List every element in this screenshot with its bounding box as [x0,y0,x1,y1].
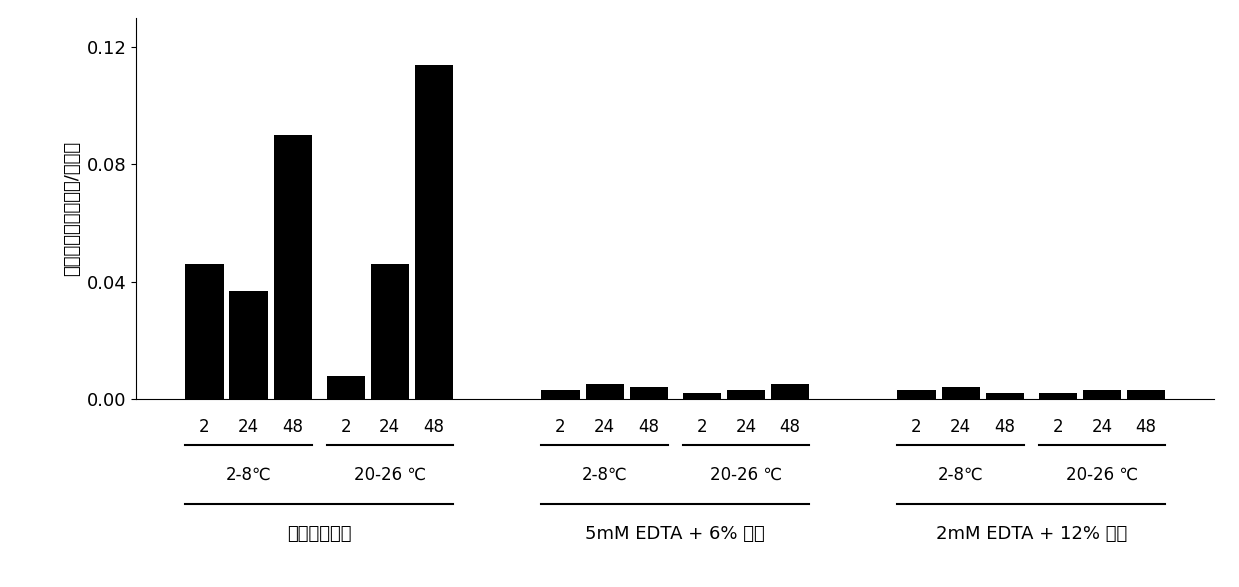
Text: 2: 2 [341,418,351,436]
Bar [683,393,721,399]
Bar [986,393,1023,399]
Bar [942,387,980,399]
Bar [327,376,364,399]
Text: 24: 24 [593,418,616,436]
Text: 2: 2 [1052,418,1063,436]
Text: 20-26 ℃: 20-26 ℃ [1066,466,1137,484]
Bar [1038,393,1077,399]
Bar [1083,390,1121,399]
Text: 24: 24 [735,418,757,436]
Bar [897,390,935,399]
Text: 48: 48 [995,418,1015,436]
Bar [586,384,623,399]
Text: 20-26 ℃: 20-26 ℃ [710,466,782,484]
Text: 2: 2 [911,418,922,436]
Bar [415,65,453,399]
Bar [771,384,809,399]
Text: 24: 24 [1092,418,1113,436]
Text: 2: 2 [199,418,209,436]
Bar [629,387,668,399]
Text: 48: 48 [638,418,659,436]
Bar [229,291,268,399]
Bar [1127,390,1165,399]
Text: 48: 48 [1136,418,1156,436]
Bar [541,390,580,399]
Text: 24: 24 [379,418,400,436]
Text: 2mM EDTA + 12% 甘油: 2mM EDTA + 12% 甘油 [935,525,1127,543]
Text: 2-8℃: 2-8℃ [938,466,984,484]
Text: 48: 48 [282,418,304,436]
Text: 48: 48 [424,418,445,436]
Y-axis label: 蛋白质分解酶（单位/毫升）: 蛋白质分解酶（单位/毫升） [63,141,81,276]
Text: 48: 48 [779,418,800,436]
Text: 2: 2 [555,418,566,436]
Text: 2-8℃: 2-8℃ [582,466,627,484]
Text: 20-26 ℃: 20-26 ℃ [354,466,426,484]
Text: 2-8℃: 2-8℃ [225,466,271,484]
Bar [186,264,223,399]
Text: 5mM EDTA + 6% 甘油: 5mM EDTA + 6% 甘油 [585,525,766,543]
Text: 2: 2 [696,418,707,436]
Text: 24: 24 [238,418,259,436]
Bar [727,390,764,399]
Bar [370,264,409,399]
Text: 24: 24 [950,418,971,436]
Text: 磷酸盐缓冲液: 磷酸盐缓冲液 [287,525,352,543]
Bar [274,135,312,399]
